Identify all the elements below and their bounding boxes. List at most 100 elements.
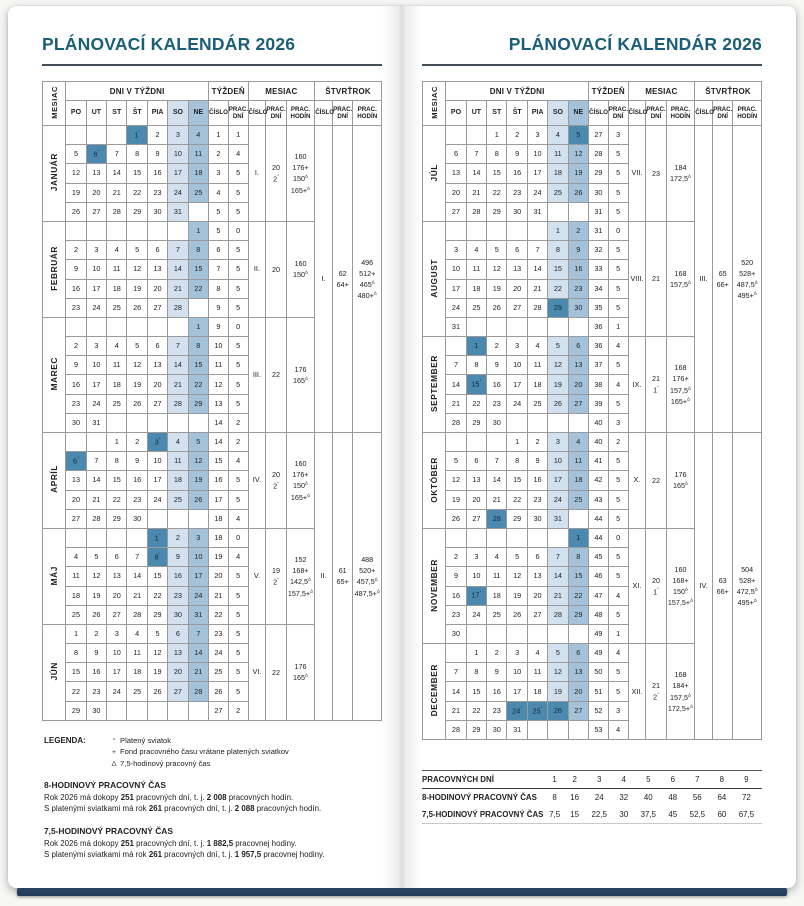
month-workhours: 176 165Δ <box>285 316 316 434</box>
day-cell: 21 <box>486 489 508 510</box>
day-cell: 6 <box>167 623 189 645</box>
month-column-header: MESIAC <box>41 81 67 126</box>
cover-edge-bar <box>17 888 787 896</box>
day-cell: 29 <box>567 604 590 625</box>
day-cell: 28 <box>547 604 569 625</box>
day-cell: 6 <box>146 336 169 357</box>
quarter-number: III. <box>694 125 713 433</box>
day-cell: 23 <box>567 278 590 299</box>
day-cell: 11 <box>187 144 210 165</box>
week-workdays: 5 <box>227 240 249 261</box>
legend-items: ° Platený sviatok + Fond pracovného času v… <box>108 735 288 769</box>
work-table-header-value: 5 <box>646 775 651 784</box>
week-number: 35 <box>588 297 609 318</box>
day-cell: 26 <box>126 297 148 318</box>
day-cell <box>445 527 467 549</box>
day-cell: 21 <box>445 393 467 414</box>
day-cell: 26 <box>486 297 508 318</box>
month-workhours: 160 176+ 150Δ 165+Δ <box>285 432 316 529</box>
day-cell: 6 <box>445 144 467 165</box>
day-cell <box>85 527 108 549</box>
day-cell: 12 <box>126 259 148 280</box>
day-cell: 18 <box>106 374 128 395</box>
day-cell: 15 <box>126 163 148 184</box>
week-number: 32 <box>588 240 609 261</box>
day-cell: 28 <box>167 393 189 414</box>
week-group-header: TÝŽDEŇ <box>208 81 249 101</box>
week-number: 37 <box>588 355 609 376</box>
sub-header: PRAC. DNÍ <box>645 100 667 126</box>
sub-header: ČÍSLO <box>588 100 609 126</box>
day-cell: 16 <box>506 163 528 184</box>
day-cell: 28 <box>486 508 508 529</box>
day-cell: 8 <box>106 451 128 472</box>
day-cell: 29 <box>486 201 508 222</box>
day-cell: 1 <box>106 431 128 453</box>
day-cell: 10 <box>167 144 189 165</box>
day-cell: 23 <box>445 604 467 625</box>
day-cell: 30 <box>167 604 189 625</box>
week-row: 17 18 19 20 21 22 23 34 5 <box>423 278 762 299</box>
week-number: 49 <box>588 623 609 645</box>
day-cell: 24 <box>506 393 528 414</box>
day-cell: 22 <box>486 182 508 203</box>
work-table-value: 32 <box>619 793 629 802</box>
week-number: 12 <box>208 374 229 395</box>
month-workhours: 160 168+ 150Δ 157,5+Δ <box>665 527 696 645</box>
month-group-header: MESIAC <box>247 81 316 101</box>
work-table-value: 24 <box>594 793 604 802</box>
day-cell: 28 <box>445 719 467 741</box>
day-cell: 3 <box>465 547 488 568</box>
week-workdays: 1 <box>607 623 629 645</box>
legend: LEGENDA: ° Platený sviatok + Fond pracovné… <box>44 735 382 769</box>
day-cell <box>85 316 108 338</box>
week-number: 8 <box>208 278 229 299</box>
day-cell: 9 <box>167 547 189 568</box>
day-cell <box>146 508 169 529</box>
day-cell <box>567 412 590 434</box>
day-cell: 14 <box>167 355 189 376</box>
month-workdays: 21 <box>645 220 667 338</box>
quarter-workdays: 62 64+ <box>331 125 354 433</box>
day-cell: 12 <box>445 470 467 491</box>
week-workdays: 5 <box>607 201 629 222</box>
day-cell: 1 <box>486 124 508 146</box>
day-cell: 17 <box>506 374 528 395</box>
day-cell: 26 <box>506 604 528 625</box>
day-cell: 11 <box>167 451 189 472</box>
week-number: 51 <box>588 681 609 702</box>
week-row: 27 28 29 30 31 31 5 <box>423 201 762 222</box>
week-workdays: 0 <box>607 527 629 549</box>
day-cell: 1° <box>146 527 169 549</box>
day-cell: 9 <box>85 643 108 664</box>
day-cell <box>526 527 549 549</box>
day-cell: 6° <box>85 144 108 165</box>
day-cell <box>567 719 590 741</box>
month-number: XII. <box>627 643 647 740</box>
week-number: 36 <box>588 316 609 338</box>
day-cell <box>167 508 189 529</box>
week-number: 26 <box>208 681 229 702</box>
day-cell: 11 <box>526 662 549 683</box>
day-cell: 22 <box>106 489 128 510</box>
day-cell: 3° <box>146 431 169 453</box>
day-cell: 12 <box>486 259 508 280</box>
week-workdays: 5 <box>607 489 629 510</box>
calendar-second-half-table: MESIAC DNI V TÝŽDNI TÝŽDEŇ MESIAC ŠTVRŤROK PO… <box>421 81 762 741</box>
day-cell: 13 <box>465 470 488 491</box>
work-table-value: 52,5 <box>689 810 705 819</box>
day-cell <box>126 527 148 549</box>
day-cell: 22 <box>187 278 210 299</box>
day-cell: 15 <box>65 662 87 683</box>
sub-header: PRAC. DNÍ <box>711 100 734 126</box>
day-cell: 25 <box>567 489 590 510</box>
week-row: 5 6° 7 8 9 10 11 2 4 <box>43 144 382 165</box>
day-cell <box>187 700 210 721</box>
day-cell <box>486 623 508 645</box>
day-cell: 23 <box>65 297 87 318</box>
day-cell: 19 <box>65 182 87 203</box>
day-cell: 21 <box>547 585 569 606</box>
day-cell: 29 <box>506 508 528 529</box>
day-cell: 12 <box>547 662 569 683</box>
day-cell <box>187 508 210 529</box>
